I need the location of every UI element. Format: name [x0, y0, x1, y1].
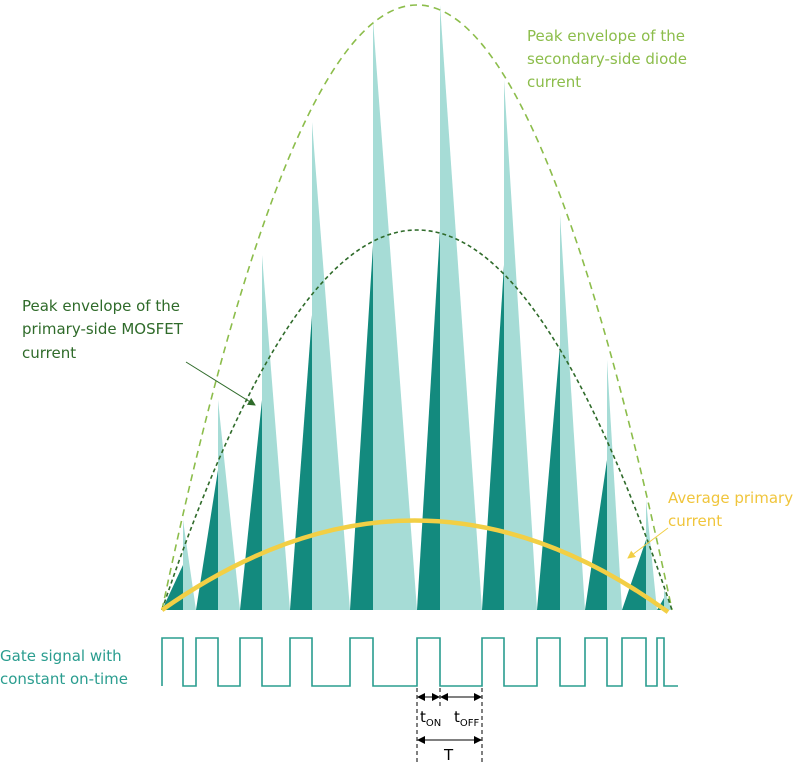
pulse-triangle	[417, 230, 440, 610]
pulse-triangle	[350, 245, 373, 610]
pulse-triangle	[585, 460, 607, 610]
pulse-triangle	[482, 265, 504, 610]
t-off-label: tOFF	[454, 708, 480, 729]
label-line: current	[668, 512, 722, 530]
average-label: Average primary current	[668, 489, 793, 530]
current-pulses	[162, 5, 672, 610]
period-label: T	[443, 746, 454, 764]
pulse-triangle	[290, 315, 312, 610]
primary-arrow	[185, 361, 256, 406]
secondary-envelope	[161, 4, 673, 611]
label-line: primary-side MOSFET	[22, 320, 184, 338]
gate-signal	[161, 637, 678, 687]
pulse-triangle	[560, 215, 585, 610]
secondary-label: Peak envelope of the secondary-side diod…	[527, 27, 687, 91]
pulse-triangle	[312, 122, 350, 610]
average-arrow	[627, 527, 669, 559]
pulse-triangle	[607, 360, 622, 610]
t-off-main: t	[454, 708, 460, 726]
pulse-triangle	[504, 80, 537, 610]
pulse-triangle	[196, 470, 218, 610]
pulse-triangle	[373, 20, 417, 610]
timing-arrows	[417, 693, 482, 744]
t-off-sub: OFF	[460, 718, 480, 729]
pulse-triangle	[262, 255, 290, 610]
label-line: Average primary	[668, 489, 793, 507]
pulse-triangle	[240, 400, 262, 610]
label-line: Peak envelope of the	[527, 27, 685, 45]
label-line: secondary-side diode	[527, 50, 687, 68]
average-current	[160, 518, 670, 614]
pulse-triangle	[622, 540, 646, 610]
primary-envelope	[161, 229, 673, 611]
pulse-triangle	[218, 400, 240, 610]
label-line: current	[527, 73, 581, 91]
label-line: current	[22, 344, 76, 362]
pulse-triangle	[440, 5, 482, 610]
pulse-triangle	[646, 500, 657, 610]
t-on-label: tON	[420, 708, 441, 729]
gate-label: Gate signal with constant on-time	[0, 647, 128, 688]
pulse-triangle	[537, 345, 560, 610]
label-line: Gate signal with	[0, 647, 122, 665]
label-line: constant on-time	[0, 670, 128, 688]
primary-label: Peak envelope of the primary-side MOSFET…	[22, 297, 184, 362]
t-on-sub: ON	[426, 718, 441, 729]
label-line: Peak envelope of the	[22, 297, 180, 315]
t-on-main: t	[420, 708, 426, 726]
